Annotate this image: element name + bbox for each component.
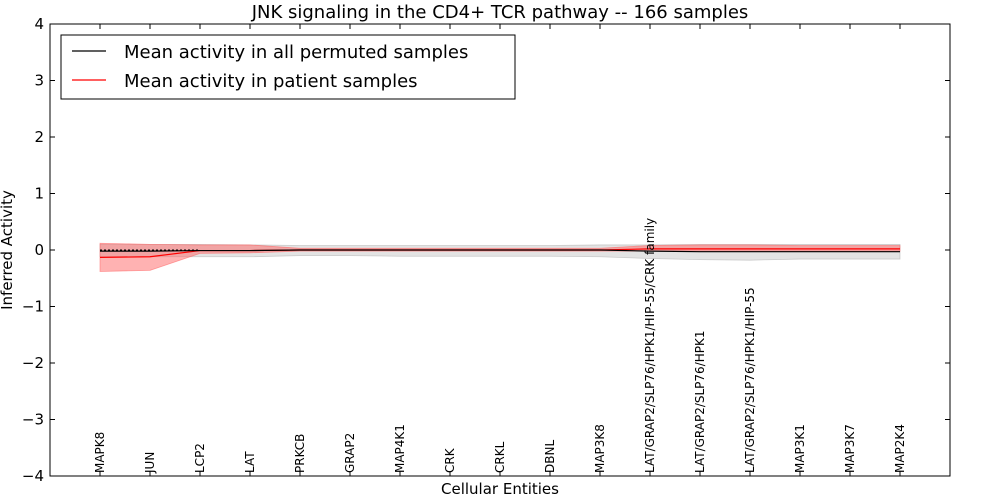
y-tick-label: −2 — [22, 354, 44, 372]
category-label: PRKCB — [293, 434, 307, 473]
legend-label-permuted: Mean activity in all permuted samples — [124, 42, 468, 63]
category-label: JUN — [143, 452, 157, 474]
category-label: LCP2 — [193, 443, 207, 473]
y-tick-label: −4 — [22, 467, 44, 485]
y-tick-label: −1 — [22, 298, 44, 316]
y-tick-label: 0 — [34, 241, 44, 259]
category-label: MAP2K4 — [893, 424, 907, 473]
category-label: LAT/GRAP2/SLP76/HPK1/HIP-55/CRK family — [643, 218, 657, 473]
x-axis — [99, 24, 901, 476]
y-axis-label: Inferred Activity — [0, 190, 16, 310]
category-label: MAP4K1 — [393, 424, 407, 473]
category-label: CRK — [443, 447, 457, 473]
category-label: MAP3K1 — [793, 424, 807, 473]
y-tick-label: 4 — [34, 15, 44, 33]
category-label: GRAP2 — [343, 433, 357, 473]
line-series-0 — [100, 249, 900, 253]
legend: Mean activity in all permuted samples Me… — [60, 34, 516, 100]
category-label: LAT/GRAP2/SLP76/HPK1 — [693, 331, 707, 474]
category-labels: MAPK8 JUN LCP2 LAT PRKCB GRAP2 MAP4K1 CRK CRKL DB… — [93, 218, 907, 474]
category-label: LAT — [243, 451, 257, 473]
category-label: CRKL — [493, 441, 507, 473]
category-label: MAP3K8 — [593, 424, 607, 473]
y-tick-label: 3 — [34, 72, 44, 90]
y-tick-label: 2 — [34, 128, 44, 146]
legend-label-patient: Mean activity in patient samples — [124, 71, 418, 92]
chart-title: JNK signaling in the CD4+ TCR pathway --… — [251, 2, 749, 23]
category-label: MAP3K7 — [843, 424, 857, 473]
y-tick-label: −3 — [22, 411, 44, 429]
y-tick-label: 1 — [34, 185, 44, 203]
series-lines — [99, 248, 900, 258]
category-label: MAPK8 — [93, 432, 107, 473]
category-label: LAT/GRAP2/SLP76/HPK1/HIP-55 — [743, 287, 757, 473]
x-axis-label: Cellular Entities — [441, 480, 559, 498]
category-label: DBNL — [543, 440, 557, 473]
legend-box — [60, 34, 516, 100]
y-axis: 4 3 2 1 0 −1 −2 −3 −4 — [22, 15, 950, 485]
